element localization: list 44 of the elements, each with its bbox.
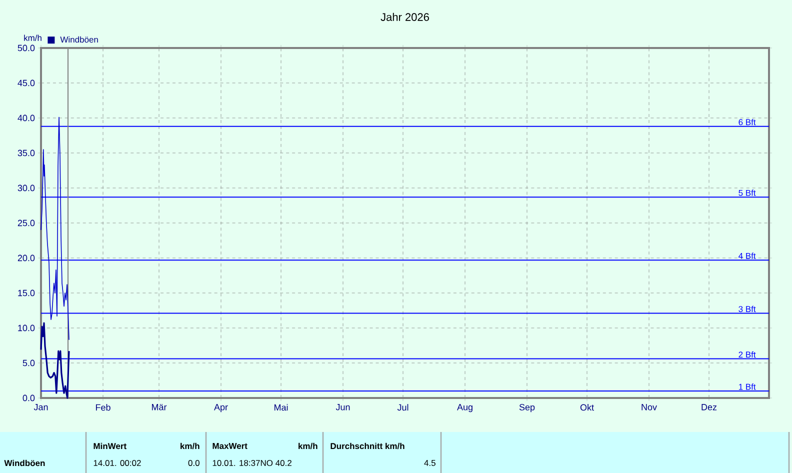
text: 14.01. 00:02 <box>94 460 141 466</box>
ref-line-label: 5 Bft <box>738 190 756 196</box>
chart-title: Jahr 2026 <box>380 12 429 21</box>
ref-line-label: 6 Bft <box>738 118 756 126</box>
y-tick-label: 30.0 <box>18 184 35 192</box>
text: Windböen <box>60 36 98 43</box>
x-tick-label: Dez <box>702 404 717 410</box>
y-axis-title: km/h <box>24 34 42 41</box>
x-tick-label: Sep <box>519 404 535 412</box>
ref-line-label: 3 Bft <box>738 306 756 312</box>
x-tick-label: Jul <box>397 404 408 411</box>
line-series <box>40 116 70 340</box>
x-tick-label: Mai <box>274 404 288 411</box>
ref-line-label: 2 Bft <box>738 351 756 358</box>
text: Windböen <box>4 460 45 466</box>
text: 0.0 <box>188 460 200 466</box>
y-tick-label: 20.0 <box>18 254 35 262</box>
x-tick-label: Aug <box>457 404 472 412</box>
y-tick-label: 40.0 <box>18 114 35 122</box>
y-tick-label: 0.0 <box>22 394 35 402</box>
text: km/h <box>298 442 318 450</box>
x-tick-label: Feb <box>96 404 110 411</box>
x-tick-label: Apr <box>214 404 228 412</box>
x-tick-label: Mär <box>152 404 167 410</box>
y-tick-label: 10.0 <box>18 324 35 332</box>
text: MinWert <box>94 442 126 450</box>
y-tick-label: 35.0 <box>18 150 35 156</box>
ref-line-label: 1 Bft <box>738 384 756 390</box>
y-tick-label: 45.0 <box>18 80 35 86</box>
text: Durchschnitt km/h <box>330 442 404 450</box>
x-tick-label: Okt <box>580 404 594 411</box>
y-tick-label: 5.0 <box>22 360 35 366</box>
x-tick-label: Nov <box>642 404 657 410</box>
y-tick-label: 25.0 <box>18 220 35 226</box>
text: 4.5 <box>424 460 436 466</box>
text: 10.01. 18:37NO 40.2 <box>212 460 292 466</box>
text: km/h <box>180 442 200 450</box>
x-tick-label: Jan <box>34 404 48 410</box>
x-tick-label: Jun <box>336 404 350 410</box>
line-series <box>40 322 70 399</box>
y-tick-label: 50.0 <box>18 44 35 52</box>
y-tick-label: 15.0 <box>18 290 35 296</box>
text: MaxWert <box>212 443 248 449</box>
ref-line-label: 4 Bft <box>738 252 756 259</box>
